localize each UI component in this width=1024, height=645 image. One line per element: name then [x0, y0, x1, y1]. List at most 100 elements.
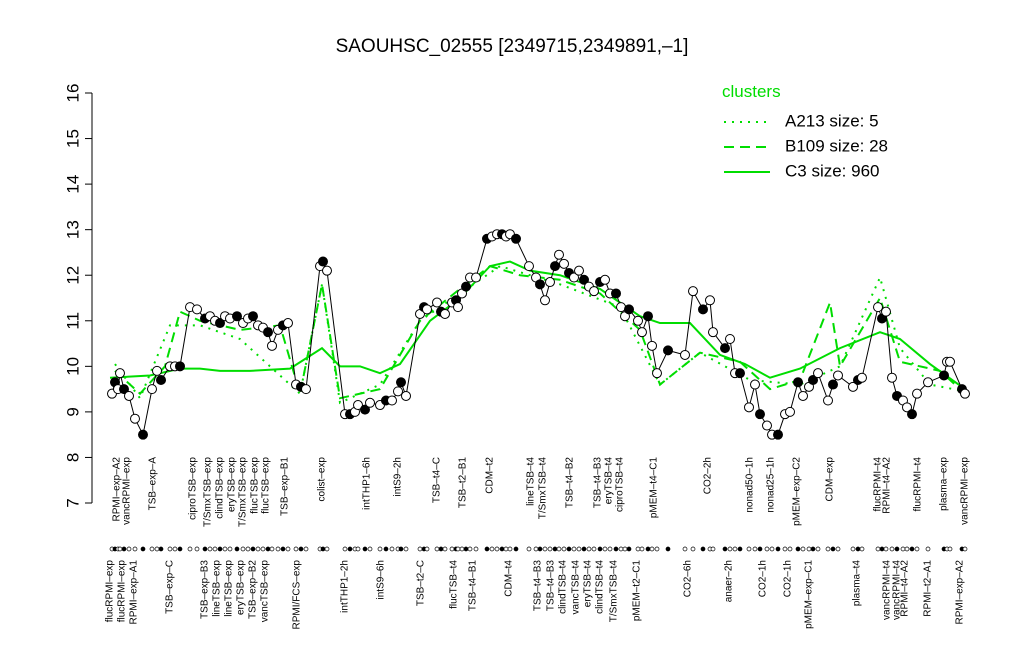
data-point: [833, 370, 843, 381]
rug-dot: [800, 546, 806, 552]
data-point: [393, 386, 403, 397]
data-point: [698, 304, 708, 315]
rug-dot: [377, 546, 383, 552]
x-tick-label: clindTSB–exp: [215, 457, 226, 519]
data-point: [579, 274, 589, 285]
data-point: [643, 311, 653, 322]
rug-dot: [285, 546, 291, 552]
y-tick-label: 15: [63, 129, 82, 148]
rug-dot: [635, 546, 641, 552]
data-point: [422, 304, 432, 315]
rug-dot: [855, 546, 861, 552]
rug-dot: [347, 546, 353, 552]
rug-dot: [925, 546, 931, 552]
rug-dot: [503, 546, 509, 552]
rug-dot: [795, 546, 801, 552]
rug-dot: [566, 546, 572, 552]
data-point: [115, 368, 125, 379]
data-point: [785, 406, 795, 417]
data-point: [550, 261, 560, 272]
rug-dot: [542, 546, 548, 552]
rug-dot: [883, 546, 889, 552]
data-point: [773, 429, 783, 440]
data-point: [535, 279, 545, 290]
data-point: [192, 304, 202, 315]
x-tick-label: lineTSB–t4: [526, 457, 537, 506]
data-point: [873, 302, 883, 313]
data-point: [708, 327, 718, 338]
rug-dot: [265, 546, 271, 552]
rug-dot: [489, 546, 495, 552]
rug-dot: [417, 546, 423, 552]
data-point: [652, 368, 662, 379]
x-tick-label: lineTSB–exp: [224, 560, 235, 617]
x-tick-label: RPMI–t2–A1: [923, 560, 934, 617]
data-point: [432, 297, 442, 308]
rug-dot: [389, 546, 395, 552]
data-point: [147, 384, 157, 395]
x-tick-label: TSB–exp–B1: [280, 457, 291, 516]
data-point: [461, 281, 471, 292]
data-point: [744, 402, 754, 413]
x-tick-label: flucRPMI–exp: [117, 560, 128, 623]
data-point: [540, 295, 550, 306]
rug-dot: [473, 546, 479, 552]
data-point: [124, 390, 134, 401]
x-tick-label: T/SmxTSB–t4: [538, 457, 549, 520]
rug-dot: [455, 546, 461, 552]
rug-dot: [467, 546, 473, 552]
x-tick-label: eryTSB–t4: [583, 560, 594, 608]
rug-dot: [775, 546, 781, 552]
rug-dot: [722, 546, 728, 552]
rug-dot: [732, 546, 738, 552]
data-point: [907, 409, 917, 420]
data-point: [440, 308, 450, 319]
x-tick-label: TSB–exp–A: [148, 457, 159, 511]
data-point: [119, 384, 129, 395]
rug-dot: [320, 546, 326, 552]
data-point: [554, 249, 564, 260]
rug-dot: [607, 546, 613, 552]
rug-dot: [383, 546, 389, 552]
data-point: [828, 379, 838, 390]
data-point: [365, 397, 375, 408]
data-point: [232, 311, 242, 322]
x-tick-label: intTHP1–6h: [362, 457, 373, 510]
rug-dot: [710, 546, 716, 552]
x-tick-label: vancTSB–t4: [571, 560, 582, 615]
x-tick-label: clindTSB–t4: [558, 560, 569, 614]
data-point: [902, 402, 912, 413]
y-tick-label: 13: [63, 220, 82, 239]
x-tick-label: TSB–t4–C: [432, 457, 443, 503]
y-tick-label: 14: [63, 175, 82, 194]
x-tick-label: TSB–t4–B3: [533, 560, 544, 612]
rug-dot: [293, 546, 299, 552]
rug-dot: [586, 546, 592, 552]
rug-dot: [746, 546, 752, 552]
rug-dot: [639, 546, 645, 552]
rug-dot: [212, 546, 218, 552]
rug-dot: [900, 546, 906, 552]
data-point: [887, 372, 897, 383]
rug-dot: [850, 546, 856, 552]
x-tick-label: T/SmxTSB–t4: [609, 560, 620, 623]
rug-dot: [700, 546, 706, 552]
data-point: [318, 256, 328, 267]
rug-dot: [547, 546, 553, 552]
rug-dot: [172, 546, 178, 552]
data-point: [138, 429, 148, 440]
x-tick-label: intS9–2h: [393, 457, 404, 496]
data-point: [624, 304, 634, 315]
x-tick-label: flucRPMI–t4: [913, 457, 924, 512]
rug-dot: [561, 546, 567, 552]
data-point: [939, 370, 949, 381]
rug-dot: [494, 546, 500, 552]
rug-dot: [591, 546, 597, 552]
rug-dot: [859, 546, 865, 552]
rug-dot: [275, 546, 281, 552]
rug-dot: [194, 546, 200, 552]
x-tick-label: clindTSB–t4: [595, 560, 606, 614]
x-tick-label: eryTSB–t4: [604, 457, 615, 505]
x-tick-label: nonad50–1h: [745, 457, 756, 513]
x-tick-label: T/SmxTSB–exp: [238, 457, 249, 527]
